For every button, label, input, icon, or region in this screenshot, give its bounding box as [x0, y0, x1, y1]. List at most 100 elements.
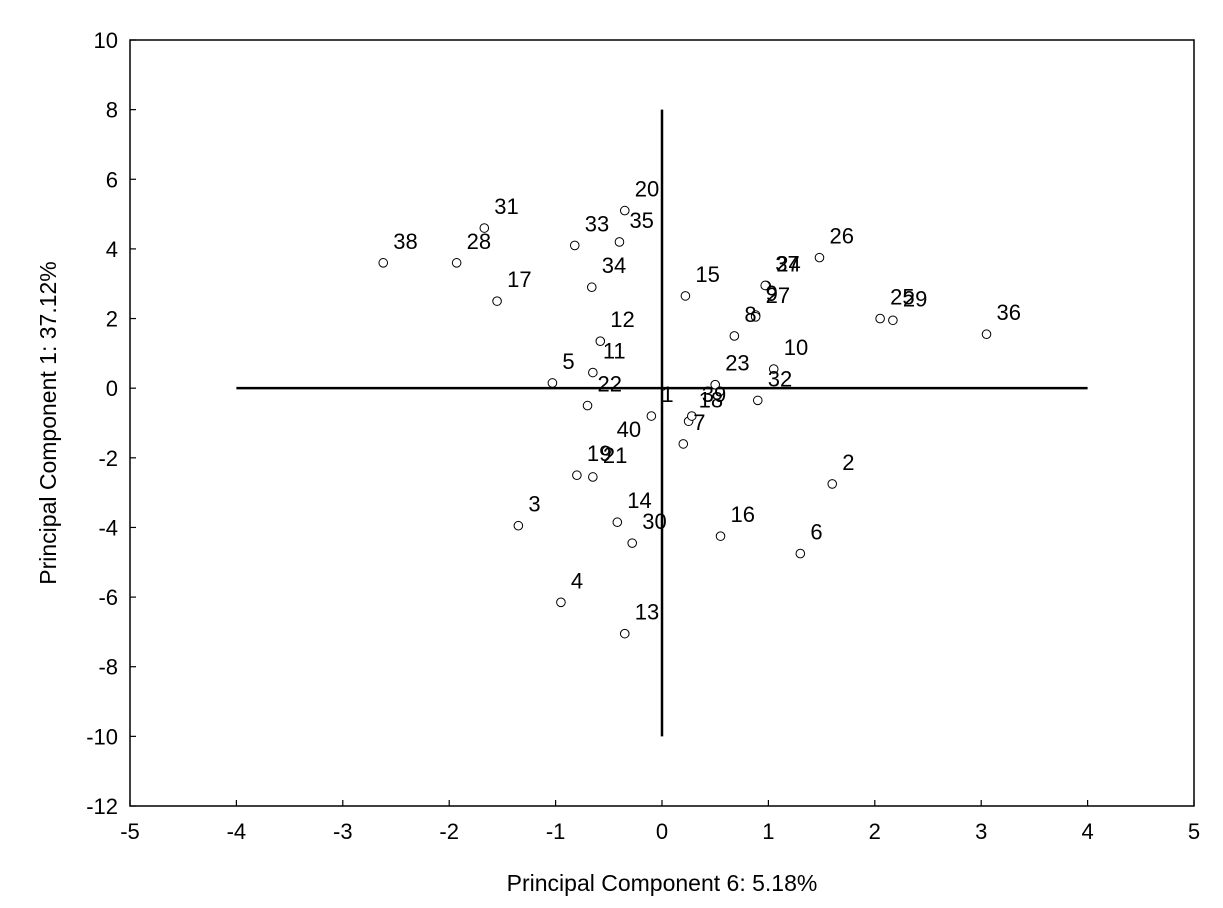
point-label: 4 [571, 568, 583, 593]
data-point [827, 479, 838, 489]
x-tick-label: -5 [120, 819, 140, 844]
data-point [768, 364, 779, 374]
data-point [451, 258, 462, 268]
point-label: 36 [997, 300, 1021, 325]
x-tick-label: 3 [975, 819, 987, 844]
data-point [378, 258, 389, 268]
point-label: 13 [635, 600, 659, 625]
x-tick-label: 1 [762, 819, 774, 844]
point-label: 29 [903, 286, 927, 311]
y-tick-label: 8 [106, 98, 118, 123]
data-point [586, 282, 597, 293]
data-point [479, 223, 490, 233]
x-tick-label: -2 [439, 819, 459, 844]
point-label: 7 [693, 410, 705, 435]
point-label: 24 [776, 251, 800, 276]
y-tick-label: 10 [94, 28, 118, 53]
data-point [572, 470, 582, 481]
point-label: 11 [603, 339, 626, 364]
point-label: 10 [784, 335, 808, 360]
point-label: 5 [562, 349, 574, 374]
point-label: 23 [725, 351, 749, 376]
point-label: 8 [744, 302, 756, 327]
point-label: 2 [842, 450, 854, 475]
y-tick-label: 0 [106, 376, 118, 401]
point-label: 21 [603, 443, 627, 468]
data-point [680, 291, 691, 301]
data-point [513, 520, 524, 531]
data-point [595, 336, 606, 346]
data-point [981, 329, 992, 340]
x-tick-label: 2 [869, 819, 881, 844]
data-point [619, 628, 630, 639]
y-tick-label: -12 [86, 794, 118, 819]
x-axis-title: Principal Component 6: 5.18% [507, 870, 818, 896]
point-label: 15 [695, 262, 719, 287]
point-label: 18 [699, 387, 723, 412]
data-point [614, 237, 625, 247]
point-label: 37 [775, 251, 799, 276]
point-label: 28 [467, 229, 491, 254]
data-point [612, 517, 623, 528]
point-label: 25 [890, 285, 914, 310]
y-tick-label: 4 [106, 237, 118, 262]
data-point [814, 252, 825, 263]
point-label: 39 [702, 382, 726, 407]
x-tick-label: -1 [546, 819, 566, 844]
data-point [619, 205, 630, 216]
point-label: 26 [829, 224, 853, 249]
data-point [752, 395, 763, 406]
point-label: 20 [635, 177, 659, 202]
y-tick-label: -8 [98, 655, 118, 680]
point-label: 17 [507, 267, 531, 292]
point-label: 34 [602, 253, 626, 278]
x-tick-label: -3 [333, 819, 353, 844]
y-tick-label: -4 [98, 515, 118, 540]
y-tick-label: -6 [98, 585, 118, 610]
data-point [582, 400, 593, 411]
y-axis-title: Principal Component 1: 37.12% [35, 261, 61, 584]
point-label: 31 [494, 194, 518, 219]
data-point [750, 312, 761, 322]
data-points [378, 205, 992, 639]
data-point [760, 280, 771, 291]
data-point [569, 240, 580, 251]
x-tick-label: 4 [1081, 819, 1093, 844]
x-tick-label: -4 [227, 819, 247, 844]
point-label: 9 [766, 281, 778, 306]
data-point [556, 597, 566, 608]
point-label: 1 [661, 382, 673, 407]
data-point [588, 367, 598, 378]
y-tick-label: -10 [86, 724, 118, 749]
data-point [729, 331, 740, 341]
data-point [588, 472, 598, 482]
y-tick-label: 6 [106, 167, 118, 192]
data-point [627, 538, 638, 548]
point-labels: 1234567891011121314151617181920212223242… [393, 177, 1021, 625]
data-point [601, 446, 612, 456]
point-label: 12 [610, 307, 634, 332]
y-tick-label: 2 [106, 307, 118, 332]
point-label: 38 [393, 229, 417, 254]
data-point [710, 379, 721, 390]
point-label: 33 [585, 211, 609, 236]
y-tick-label: -2 [98, 446, 118, 471]
point-label: 3 [528, 492, 540, 517]
point-label: 22 [598, 372, 622, 397]
data-point [795, 548, 806, 559]
point-label: 40 [617, 417, 641, 442]
data-point [875, 313, 885, 324]
data-point [686, 411, 697, 421]
data-point [678, 439, 689, 449]
reference-lines [236, 109, 1088, 737]
point-label: 6 [810, 520, 822, 545]
x-tick-label: 0 [656, 819, 668, 844]
data-point [492, 296, 502, 306]
point-label: 27 [766, 283, 790, 308]
point-label: 35 [629, 208, 653, 233]
data-point [646, 411, 657, 421]
data-point [888, 315, 898, 326]
x-tick-label: 5 [1188, 819, 1200, 844]
